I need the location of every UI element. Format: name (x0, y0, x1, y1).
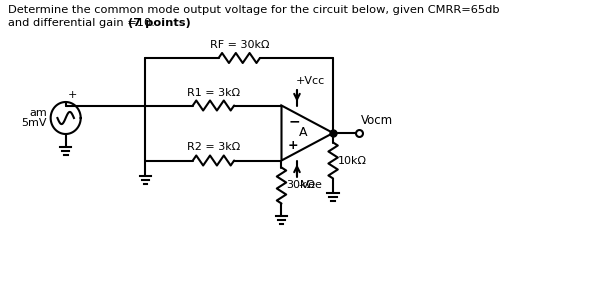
Text: R2 = 3kΩ: R2 = 3kΩ (187, 142, 240, 152)
Text: 5mV: 5mV (21, 118, 47, 128)
Text: +: + (68, 90, 77, 100)
Text: −: − (288, 114, 300, 128)
Text: am: am (29, 108, 47, 118)
Text: 10kΩ: 10kΩ (338, 155, 367, 165)
Text: Determine the common mode output voltage for the circuit below, given CMRR=65db: Determine the common mode output voltage… (8, 5, 499, 15)
Text: +Vcc: +Vcc (296, 75, 325, 85)
Text: R1 = 3kΩ: R1 = 3kΩ (187, 88, 240, 98)
Text: RF = 30kΩ: RF = 30kΩ (209, 40, 269, 50)
Text: 30kΩ: 30kΩ (286, 181, 315, 191)
Text: A: A (299, 126, 308, 139)
Text: and differential gain =10.: and differential gain =10. (8, 18, 158, 28)
Text: (7 points): (7 points) (127, 18, 190, 28)
Text: -Vee: -Vee (299, 181, 322, 191)
Text: Vocm: Vocm (361, 115, 393, 128)
Text: +: + (288, 138, 299, 152)
